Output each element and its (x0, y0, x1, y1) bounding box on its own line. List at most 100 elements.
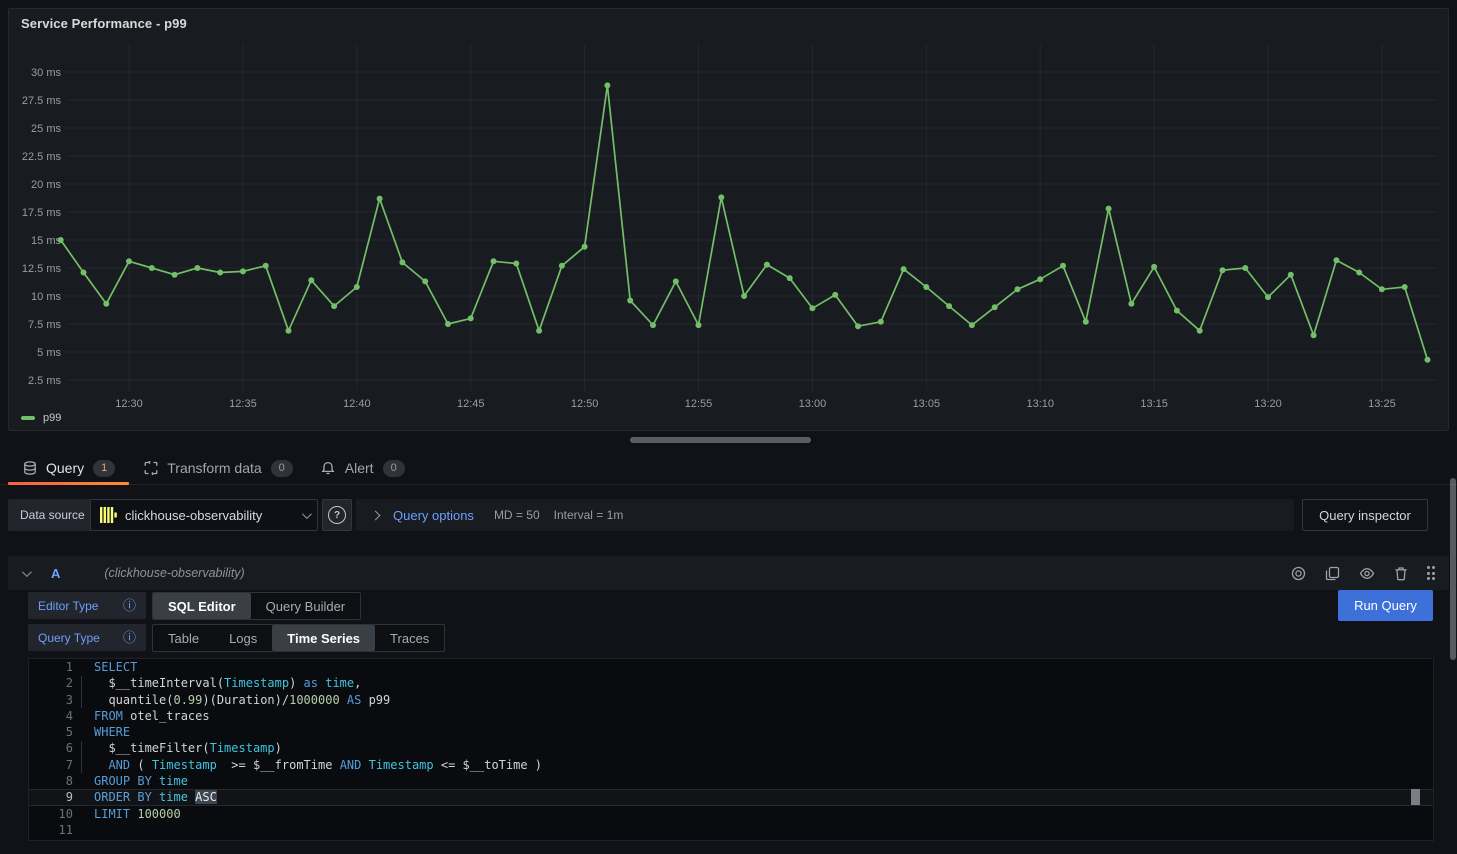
tab-query[interactable]: Query 1 (8, 451, 130, 485)
timeseries-panel: Service Performance - p99 30 ms 27.5 ms 25… (8, 8, 1449, 431)
horizontal-scrollbar[interactable] (630, 437, 811, 443)
legend-label-p99[interactable]: p99 (43, 412, 62, 424)
duplicate-query-icon[interactable] (1325, 565, 1341, 581)
code-line-10: 10 LIMIT 100000 (29, 806, 1433, 822)
tab-alert[interactable]: Alert 0 (307, 451, 419, 485)
svg-text:13:25: 13:25 (1368, 398, 1396, 410)
disable-query-icon[interactable] (1291, 565, 1307, 581)
legend-swatch-p99 (21, 416, 35, 420)
code-line-1: 1 SELECT (29, 659, 1433, 675)
line-number: 5 (65, 725, 73, 740)
editor-type-sql-editor[interactable]: SQL Editor (153, 593, 251, 619)
svg-text:12:50: 12:50 (571, 398, 599, 410)
line-number: 6 (65, 741, 73, 756)
tab-transform-count: 0 (270, 459, 293, 477)
svg-text:2.5 ms: 2.5 ms (28, 375, 62, 387)
editor-type-row: Editor Type ⓘ SQL Editor Query Builder (28, 592, 362, 620)
chevron-down-icon (301, 508, 312, 519)
svg-text:13:00: 13:00 (799, 398, 827, 410)
sql-code-editor[interactable]: 1 SELECT 2 $__timeInterval(Timestamp) as t… (28, 658, 1434, 841)
transform-icon (143, 461, 158, 476)
query-options-toggle[interactable]: Query options (393, 507, 474, 523)
query-type-table[interactable]: Table (168, 630, 200, 646)
query-type-time-series[interactable]: Time Series (272, 625, 376, 651)
svg-text:12:40: 12:40 (343, 398, 371, 410)
code-line-11: 11 (29, 822, 1433, 838)
vertical-scrollbar[interactable] (1450, 478, 1456, 660)
svg-text:13:15: 13:15 (1140, 398, 1168, 410)
svg-text:12:35: 12:35 (229, 398, 257, 410)
code-line-6: 6 $__timeFilter(Timestamp) (29, 740, 1433, 756)
query-type-label: Query Type (38, 630, 100, 645)
datasource-picker[interactable]: clickhouse-observability (90, 499, 318, 531)
info-icon[interactable]: ⓘ (122, 630, 136, 645)
hide-response-icon[interactable] (1359, 565, 1375, 581)
indent-guide (81, 676, 82, 708)
clickhouse-icon (100, 507, 117, 523)
svg-text:17.5 ms: 17.5 ms (22, 207, 62, 219)
svg-text:12.5 ms: 12.5 ms (22, 263, 62, 275)
query-type-row: Query Type ⓘ Table Logs Time Series Trac… (28, 624, 446, 652)
code-line-7: 7 AND ( Timestamp >= $__fromTime AND Tim… (29, 757, 1433, 773)
svg-text:15 ms: 15 ms (31, 235, 61, 247)
timeseries-chart[interactable]: 30 ms 27.5 ms 25 ms 22.5 ms 20 ms 17.5 ms 15 m… (9, 9, 1448, 430)
line-number: 11 (58, 822, 73, 837)
chevron-right-icon[interactable] (370, 510, 381, 520)
svg-text:20 ms: 20 ms (31, 179, 61, 191)
code-line-2: 2 $__timeInterval(Timestamp) as time, (29, 675, 1433, 691)
drag-handle-icon[interactable] (1426, 566, 1435, 580)
line-number: 4 (65, 708, 73, 723)
panel-editor-tabs: Query 1 Transform data 0 Alert 0 (0, 451, 1457, 485)
database-icon (22, 461, 37, 476)
query-type-logs[interactable]: Logs (229, 630, 258, 646)
datasource-help-button[interactable]: ? (322, 499, 352, 531)
svg-text:7.5 ms: 7.5 ms (28, 319, 62, 331)
chart-legend[interactable]: p99 (21, 412, 61, 424)
query-type-traces[interactable]: Traces (390, 630, 430, 646)
svg-text:22.5 ms: 22.5 ms (22, 151, 62, 163)
editor-type-options: SQL Editor Query Builder (152, 592, 362, 620)
datasource-value: clickhouse-observability (125, 507, 263, 523)
line-number: 8 (65, 774, 73, 789)
svg-text:13:20: 13:20 (1254, 398, 1282, 410)
svg-text:10 ms: 10 ms (31, 291, 61, 303)
query-options-row: Query options MD = 50 Interval = 1m (356, 499, 1294, 531)
info-icon[interactable]: ⓘ (122, 598, 136, 613)
code-line-8: 8 GROUP BY time (29, 773, 1433, 789)
remove-query-icon[interactable] (1393, 565, 1409, 581)
tab-transform-data[interactable]: Transform data 0 (129, 451, 307, 485)
query-ref-id[interactable]: A (51, 565, 61, 581)
svg-text:25 ms: 25 ms (31, 123, 61, 135)
collapse-query-icon[interactable] (21, 566, 32, 577)
tab-transform-label: Transform data (167, 460, 262, 476)
line-number: 1 (65, 660, 73, 674)
svg-text:27.5 ms: 27.5 ms (22, 95, 62, 107)
query-options-md: MD = 50 (493, 508, 540, 522)
bell-icon (321, 461, 336, 476)
datasource-label: Data source (8, 499, 97, 531)
svg-text:12:30: 12:30 (115, 398, 143, 410)
query-row-header: A (clickhouse-observability) (8, 556, 1449, 590)
question-circle-icon: ? (328, 506, 346, 524)
editor-type-label: Editor Type (38, 598, 99, 613)
tabbar-divider (0, 484, 1457, 485)
svg-text:5 ms: 5 ms (37, 347, 61, 359)
line-number: 7 (65, 757, 73, 772)
query-datasource-name: (clickhouse-observability) (104, 566, 245, 580)
run-query-button[interactable]: Run Query (1338, 590, 1433, 621)
tab-query-count: 1 (93, 459, 116, 477)
panel-title[interactable]: Service Performance - p99 (21, 16, 187, 31)
query-type-label-pill: Query Type ⓘ (28, 624, 146, 651)
tab-query-label: Query (46, 460, 85, 476)
editor-type-query-builder[interactable]: Query Builder (265, 598, 346, 614)
svg-text:12:45: 12:45 (457, 398, 485, 410)
svg-text:30 ms: 30 ms (31, 67, 61, 79)
line-number: 3 (65, 692, 73, 707)
tab-alert-label: Alert (344, 460, 374, 476)
line-number: 9 (65, 790, 73, 805)
tab-alert-count: 0 (382, 459, 405, 477)
editor-type-label-pill: Editor Type ⓘ (28, 592, 146, 619)
query-inspector-button[interactable]: Query inspector (1302, 499, 1428, 531)
svg-text:13:05: 13:05 (913, 398, 941, 410)
svg-text:13:10: 13:10 (1026, 398, 1054, 410)
